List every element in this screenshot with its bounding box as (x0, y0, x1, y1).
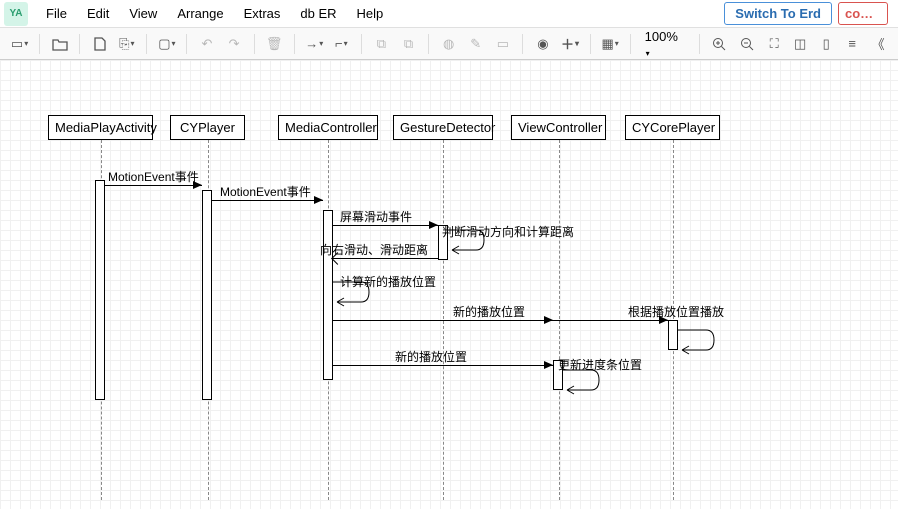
message-line[interactable] (333, 225, 438, 226)
activation-bar[interactable] (202, 190, 212, 400)
format-panel-icon[interactable]: ◫ (788, 32, 812, 56)
outline-panel-icon[interactable]: ▯ (814, 32, 838, 56)
zoom-level-label[interactable]: 100% ▾ (639, 29, 691, 59)
menu-edit[interactable]: Edit (77, 2, 119, 25)
arrow-style-icon[interactable]: →▾ (303, 32, 326, 56)
zoom-in-icon[interactable] (708, 32, 731, 56)
redo-icon[interactable]: ↷ (223, 32, 246, 56)
edit-icon[interactable]: ✎ (464, 32, 487, 56)
activation-bar[interactable] (668, 320, 678, 350)
menu-dber[interactable]: db ER (290, 2, 346, 25)
self-message[interactable] (678, 328, 718, 359)
view-mode-icon[interactable]: ▭▾ (8, 32, 31, 56)
fullscreen-icon[interactable]: ⛶ (762, 32, 786, 56)
line-icon[interactable]: ▭ (491, 32, 514, 56)
message-label: MotionEvent事件 (220, 183, 311, 200)
lifeline-box[interactable]: MediaController (278, 115, 378, 140)
waypoint-icon[interactable]: ⌐▾ (330, 32, 353, 56)
fill-icon[interactable]: ◍ (437, 32, 460, 56)
zoom-out-icon[interactable] (735, 32, 758, 56)
shape-icon[interactable]: ▢▾ (155, 32, 178, 56)
diagram-canvas[interactable]: MediaPlayActivity CYPlayer MediaController… (0, 60, 898, 509)
lifeline-box[interactable]: CYPlayer (170, 115, 245, 140)
open-icon[interactable] (48, 32, 71, 56)
connection-icon[interactable]: ◉ (531, 32, 554, 56)
message-line[interactable] (333, 258, 438, 259)
tofront-icon[interactable]: ⧉ (370, 32, 393, 56)
message-line[interactable] (333, 320, 668, 321)
message-line[interactable] (212, 200, 323, 201)
menu-help[interactable]: Help (347, 2, 394, 25)
top-right-buttons: Switch To Erd conta... (724, 2, 894, 25)
top-menubar: YA File Edit View Arrange Extras db ER H… (0, 0, 898, 28)
switch-to-erd-button[interactable]: Switch To Erd (724, 2, 832, 25)
toback-icon[interactable]: ⧉ (397, 32, 420, 56)
menu: File Edit View Arrange Extras db ER Help (36, 2, 393, 25)
message-label: 计算新的播放位置 (340, 273, 436, 290)
layers-panel-icon[interactable]: ≡ (840, 32, 864, 56)
lifeline-box[interactable]: GestureDetector (393, 115, 493, 140)
message-label: 判断滑动方向和计算距离 (442, 223, 574, 240)
activation-bar[interactable] (95, 180, 105, 400)
toolbar: ▭▾ ⎘▾ ▢▾ ↶ ↷ 🗑 →▾ ⌐▾ ⧉ ⧉ ◍ ✎ ▭ ◉ ＋▾ ▦▾ 1… (0, 28, 898, 60)
collapse-icon[interactable]: 《 (866, 32, 890, 56)
new-page-icon[interactable] (88, 32, 111, 56)
undo-icon[interactable]: ↶ (195, 32, 218, 56)
message-line[interactable] (333, 365, 553, 366)
table-icon[interactable]: ▦▾ (599, 32, 622, 56)
app-logo: YA (4, 2, 28, 26)
lifeline-box[interactable]: CYCorePlayer (625, 115, 720, 140)
message-label: 屏幕滑动事件 (340, 208, 412, 225)
menu-file[interactable]: File (36, 2, 77, 25)
message-label: 向右滑动、滑动距离 (320, 241, 428, 258)
message-label: 新的播放位置 (395, 348, 467, 365)
lifeline-box[interactable]: MediaPlayActivity (48, 115, 153, 140)
delete-icon[interactable]: 🗑 (263, 32, 286, 56)
menu-arrange[interactable]: Arrange (167, 2, 233, 25)
message-line[interactable] (105, 185, 202, 186)
message-label: 根据播放位置播放 (628, 303, 724, 320)
add-icon[interactable]: ＋▾ (558, 32, 581, 56)
message-label: 更新进度条位置 (558, 356, 642, 373)
menu-extras[interactable]: Extras (234, 2, 291, 25)
contact-button[interactable]: conta... (838, 2, 888, 25)
save-icon[interactable]: ⎘▾ (115, 32, 138, 56)
activation-bar[interactable] (323, 210, 333, 380)
toolbar-right: ⛶ ◫ ▯ ≡ 《 (762, 32, 890, 56)
message-label: MotionEvent事件 (108, 168, 199, 185)
lifeline-box[interactable]: ViewController (511, 115, 606, 140)
message-label: 新的播放位置 (453, 303, 525, 320)
menu-view[interactable]: View (119, 2, 167, 25)
